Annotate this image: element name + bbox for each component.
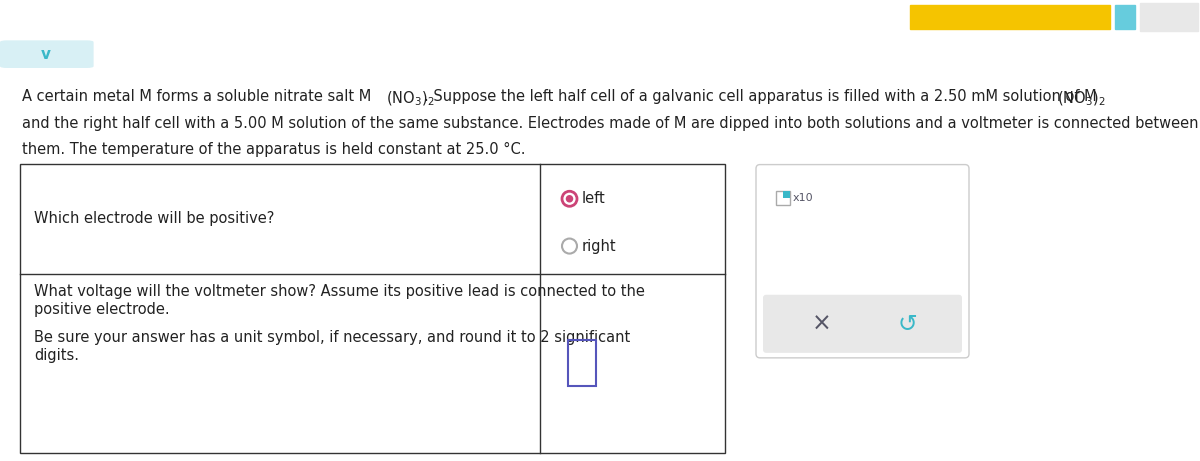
Bar xyxy=(14,18,30,23)
Text: $\mathregular{(NO_3)_2}$: $\mathregular{(NO_3)_2}$ xyxy=(1057,89,1105,108)
Bar xyxy=(1140,4,1198,31)
Bar xyxy=(784,190,790,198)
Text: positive electrode.: positive electrode. xyxy=(34,301,169,317)
Text: them. The temperature of the apparatus is held constant at 25.0 °C.: them. The temperature of the apparatus i… xyxy=(22,142,526,157)
Text: What voltage will the voltmeter show? Assume its positive lead is connected to t: What voltage will the voltmeter show? As… xyxy=(34,284,644,299)
Text: Be sure your answer has a unit symbol, if necessary, and round it to 2 significa: Be sure your answer has a unit symbol, i… xyxy=(34,330,630,345)
Bar xyxy=(568,340,596,386)
Text: x10: x10 xyxy=(793,193,814,203)
Text: left: left xyxy=(582,191,606,206)
Text: right: right xyxy=(582,238,617,254)
Bar xyxy=(776,190,790,205)
Circle shape xyxy=(562,191,577,206)
Text: ↺: ↺ xyxy=(898,312,918,336)
Bar xyxy=(14,9,30,13)
Text: and the right half cell with a 5.00 M solution of the same substance. Electrodes: and the right half cell with a 5.00 M so… xyxy=(22,116,1199,130)
Text: digits.: digits. xyxy=(34,348,79,363)
Bar xyxy=(910,5,1110,30)
Text: v: v xyxy=(41,47,52,62)
Text: . Suppose the left half cell of a galvanic cell apparatus is filled with a 2.50 : . Suppose the left half cell of a galvan… xyxy=(424,89,1097,105)
Text: $\mathregular{(NO_3)_2}$: $\mathregular{(NO_3)_2}$ xyxy=(386,89,434,108)
Text: Understanding concentration cells: Understanding concentration cells xyxy=(38,11,290,25)
FancyBboxPatch shape xyxy=(763,295,962,353)
FancyBboxPatch shape xyxy=(0,41,94,68)
FancyBboxPatch shape xyxy=(756,165,970,358)
Bar xyxy=(1115,5,1135,30)
Text: ×: × xyxy=(811,312,832,336)
Bar xyxy=(20,164,725,453)
Circle shape xyxy=(562,238,577,254)
Text: A certain metal M forms a soluble nitrate salt M: A certain metal M forms a soluble nitrat… xyxy=(22,89,371,105)
Circle shape xyxy=(565,195,574,202)
Text: Which electrode will be positive?: Which electrode will be positive? xyxy=(34,211,275,226)
